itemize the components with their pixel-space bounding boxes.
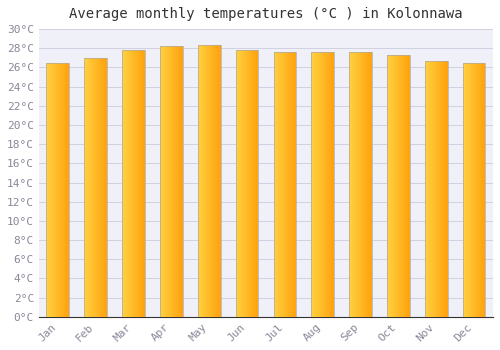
Bar: [160, 46, 182, 317]
Title: Average monthly temperatures (°C ) in Kolonnawa: Average monthly temperatures (°C ) in Ko…: [69, 7, 462, 21]
Bar: [349, 52, 372, 317]
Bar: [387, 55, 410, 317]
Bar: [198, 46, 220, 317]
Bar: [46, 63, 69, 317]
Bar: [122, 50, 145, 317]
Bar: [236, 50, 258, 317]
Bar: [425, 61, 448, 317]
Bar: [84, 58, 107, 317]
Bar: [312, 52, 334, 317]
Bar: [463, 63, 485, 317]
Bar: [274, 52, 296, 317]
